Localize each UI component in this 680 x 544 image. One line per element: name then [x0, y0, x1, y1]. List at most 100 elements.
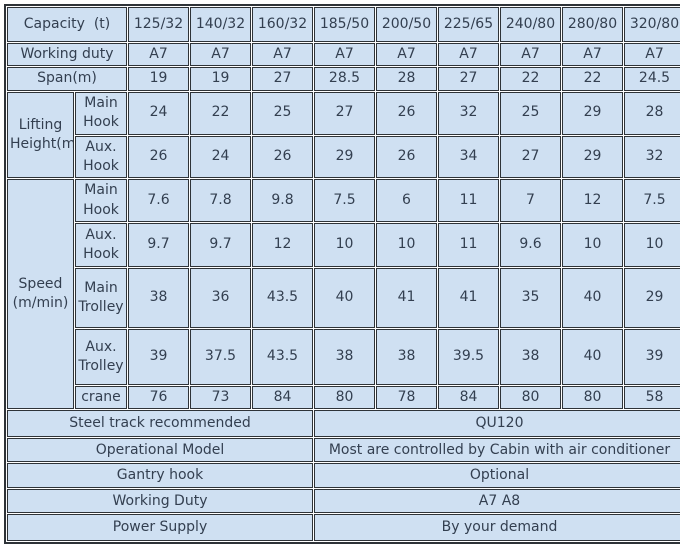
lifting-aux-hook-value-cell: 27	[500, 135, 561, 179]
capacity-value-cell: 185/50	[314, 7, 375, 42]
steel-track-label-cell: Steel track recommended	[7, 410, 313, 438]
speed-aux-hook-value-cell: 10	[314, 222, 375, 267]
span-row: Span(m) 19 19 27 28.5 28 27 22 22 24.5	[7, 67, 680, 91]
span-value-cell: 22	[562, 67, 623, 91]
speed-aux-hook-value-cell: 9.7	[128, 222, 189, 267]
lifting-main-hook-value-cell: 25	[500, 91, 561, 135]
speed-aux-hook-row: Aux. Hook 9.7 9.7 12 10 10 11 9.6 10 10	[7, 222, 680, 267]
speed-aux-trolley-value-cell: 38	[376, 328, 437, 385]
lifting-aux-hook-row: Aux. Hook 26 24 26 29 26 34 27 29 32	[7, 135, 680, 179]
capacity-row: Capacity (t) 125/32 140/32 160/32 185/50…	[7, 7, 680, 42]
speed-crane-value-cell: 73	[190, 385, 251, 410]
working-duty-footer-label-cell: Working Duty	[7, 489, 313, 514]
speed-crane-value-cell: 84	[438, 385, 499, 410]
speed-aux-trolley-value-cell: 39	[128, 328, 189, 385]
speed-crane-value-cell: 58	[624, 385, 680, 410]
lifting-aux-hook-value-cell: 32	[624, 135, 680, 179]
speed-main-hook-value-cell: 11	[438, 179, 499, 222]
lifting-height-section-label: Lifting Height(m)	[7, 91, 74, 179]
speed-aux-hook-value-cell: 12	[252, 222, 313, 267]
speed-crane-label: crane	[75, 385, 127, 410]
speed-main-trolley-value-cell: 40	[562, 267, 623, 328]
gantry-hook-value-cell: Optional	[314, 463, 680, 489]
capacity-value-cell: 140/32	[190, 7, 251, 42]
span-value-cell: 27	[252, 67, 313, 91]
working-duty-header-cell: Working duty	[7, 43, 127, 67]
power-supply-value-cell: By your demand	[314, 514, 680, 542]
speed-main-trolley-value-cell: 41	[376, 267, 437, 328]
speed-aux-trolley-row: Aux. Trolley 39 37.5 43.5 38 38 39.5 38 …	[7, 328, 680, 385]
lifting-main-hook-value-cell: 22	[190, 91, 251, 135]
capacity-value-cell: 280/80	[562, 7, 623, 42]
speed-main-trolley-value-cell: 41	[438, 267, 499, 328]
span-value-cell: 22	[500, 67, 561, 91]
speed-aux-trolley-value-cell: 37.5	[190, 328, 251, 385]
span-value-cell: 28	[376, 67, 437, 91]
operational-model-row: Operational Model Most are controlled by…	[7, 438, 680, 463]
capacity-value-cell: 240/80	[500, 7, 561, 42]
speed-aux-trolley-value-cell: 38	[314, 328, 375, 385]
lifting-aux-hook-value-cell: 29	[562, 135, 623, 179]
speed-main-trolley-row: Main Trolley 38 36 43.5 40 41 41 35 40 2…	[7, 267, 680, 328]
capacity-value-cell: 200/50	[376, 7, 437, 42]
speed-main-hook-value-cell: 7.5	[314, 179, 375, 222]
lifting-aux-hook-value-cell: 26	[376, 135, 437, 179]
lifting-main-hook-value-cell: 26	[376, 91, 437, 135]
speed-main-hook-value-cell: 6	[376, 179, 437, 222]
lifting-aux-hook-label: Aux. Hook	[75, 135, 127, 179]
lifting-main-hook-label: Main Hook	[75, 91, 127, 135]
working-duty-row: Working duty A7 A7 A7 A7 A7 A7 A7 A7 A7	[7, 43, 680, 67]
lifting-aux-hook-value-cell: 34	[438, 135, 499, 179]
speed-main-hook-value-cell: 12	[562, 179, 623, 222]
lifting-main-hook-value-cell: 25	[252, 91, 313, 135]
lifting-main-hook-value-cell: 32	[438, 91, 499, 135]
lifting-main-hook-row: Lifting Height(m) Main Hook 24 22 25 27 …	[7, 91, 680, 179]
speed-crane-value-cell: 80	[562, 385, 623, 410]
speed-main-trolley-value-cell: 40	[314, 267, 375, 328]
speed-aux-trolley-label: Aux. Trolley	[75, 328, 127, 385]
speed-aux-trolley-value-cell: 39.5	[438, 328, 499, 385]
speed-main-trolley-value-cell: 29	[624, 267, 680, 328]
working-duty-value-cell: A7	[438, 43, 499, 67]
speed-crane-value-cell: 80	[500, 385, 561, 410]
speed-crane-value-cell: 80	[314, 385, 375, 410]
capacity-value-cell: 125/32	[128, 7, 189, 42]
speed-main-hook-value-cell: 7.8	[190, 179, 251, 222]
speed-aux-hook-value-cell: 9.7	[190, 222, 251, 267]
speed-section-label: Speed (m/min)	[7, 179, 74, 410]
speed-crane-value-cell: 84	[252, 385, 313, 410]
speed-crane-row: crane 76 73 84 80 78 84 80 80 58	[7, 385, 680, 410]
span-value-cell: 19	[128, 67, 189, 91]
speed-crane-value-cell: 76	[128, 385, 189, 410]
capacity-value-cell: 160/32	[252, 7, 313, 42]
gantry-hook-row: Gantry hook Optional	[7, 463, 680, 489]
power-supply-row: Power Supply By your demand	[7, 514, 680, 542]
speed-aux-hook-value-cell: 9.6	[500, 222, 561, 267]
working-duty-value-cell: A7	[562, 43, 623, 67]
power-supply-label-cell: Power Supply	[7, 514, 313, 542]
lifting-aux-hook-value-cell: 26	[252, 135, 313, 179]
lifting-main-hook-value-cell: 28	[624, 91, 680, 135]
capacity-value-cell: 225/65	[438, 7, 499, 42]
speed-main-hook-value-cell: 7	[500, 179, 561, 222]
crane-spec-table: Capacity (t) 125/32 140/32 160/32 185/50…	[4, 4, 680, 544]
speed-main-hook-row: Speed (m/min) Main Hook 7.6 7.8 9.8 7.5 …	[7, 179, 680, 410]
speed-crane-value-cell: 78	[376, 385, 437, 410]
speed-main-trolley-value-cell: 36	[190, 267, 251, 328]
speed-main-trolley-value-cell: 38	[128, 267, 189, 328]
lifting-main-hook-value-cell: 24	[128, 91, 189, 135]
steel-track-row: Steel track recommended QU120	[7, 410, 680, 438]
working-duty-value-cell: A7	[500, 43, 561, 67]
speed-aux-hook-value-cell: 11	[438, 222, 499, 267]
speed-aux-hook-label: Aux. Hook	[75, 222, 127, 267]
working-duty-value-cell: A7	[376, 43, 437, 67]
speed-main-hook-value-cell: 7.6	[128, 179, 189, 222]
working-duty-value-cell: A7	[128, 43, 189, 67]
speed-aux-trolley-value-cell: 38	[500, 328, 561, 385]
operational-model-label-cell: Operational Model	[7, 438, 313, 463]
lifting-aux-hook-value-cell: 26	[128, 135, 189, 179]
speed-aux-trolley-value-cell: 43.5	[252, 328, 313, 385]
speed-aux-trolley-value-cell: 40	[562, 328, 623, 385]
lifting-main-hook-value-cell: 27	[314, 91, 375, 135]
